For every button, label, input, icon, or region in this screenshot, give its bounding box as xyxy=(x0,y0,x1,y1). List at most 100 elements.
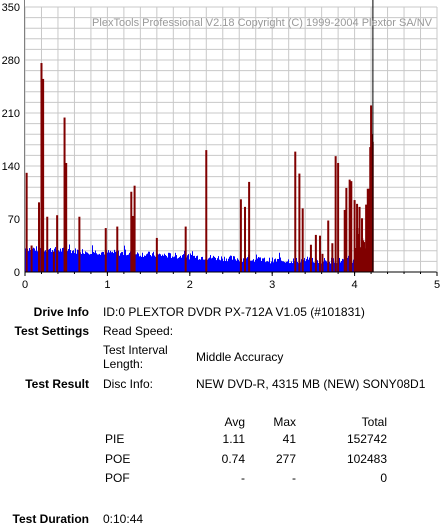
pie-bar xyxy=(96,253,97,272)
col-avg-header: Avg xyxy=(224,415,245,429)
pie-bar xyxy=(254,261,255,272)
poe-spike xyxy=(298,173,301,272)
pie-bar xyxy=(62,248,63,272)
pie-bar xyxy=(312,257,313,272)
pie-bar xyxy=(347,257,348,272)
pie-bar xyxy=(95,250,96,272)
pie-bar xyxy=(102,251,103,272)
test-duration-label: Test Duration xyxy=(12,512,89,526)
disc-info-value: NEW DVD-R, 4315 MB (NEW) SONY08D1 xyxy=(196,377,426,391)
pie-bar xyxy=(268,261,269,272)
pie-bar xyxy=(326,261,327,272)
pie-bar xyxy=(50,248,51,272)
pie-bar xyxy=(158,254,159,272)
pie-bar xyxy=(162,254,163,272)
pie-series xyxy=(25,244,373,272)
pie-bar xyxy=(353,259,354,272)
pie-bar xyxy=(202,256,203,272)
poe-spike xyxy=(314,234,317,272)
pie-bar xyxy=(236,260,237,272)
pie-bar xyxy=(333,258,334,272)
poe-spike xyxy=(371,240,374,272)
pie-bar xyxy=(279,252,280,272)
pie-bar xyxy=(109,252,110,272)
pie-bar xyxy=(110,250,111,272)
poe-spike xyxy=(327,220,330,272)
pie-bar xyxy=(104,254,105,272)
test-duration-value: 0:10:44 xyxy=(103,512,144,526)
poe-spike xyxy=(133,185,136,272)
pie-bar xyxy=(55,247,56,272)
pie-bar xyxy=(60,248,61,272)
pie-bar xyxy=(288,259,289,272)
pie-bar xyxy=(144,255,145,272)
poe-spike xyxy=(309,244,312,272)
pie-bar xyxy=(189,259,190,272)
pie-bar xyxy=(210,255,211,272)
pie-bar xyxy=(128,254,129,272)
pie-bar xyxy=(77,249,78,272)
pie-bar xyxy=(98,254,99,272)
pie-bar xyxy=(297,262,298,272)
pie-bar xyxy=(30,249,31,272)
pie-bar xyxy=(284,262,285,272)
pie-bar xyxy=(305,261,306,272)
pie-bar xyxy=(283,261,284,272)
x-tick-label: 3 xyxy=(269,279,275,291)
pie-bar xyxy=(256,254,257,272)
pie-bar xyxy=(308,259,309,272)
pie-bar xyxy=(342,258,343,272)
pie-bar xyxy=(115,251,116,272)
col-total-header: Total xyxy=(361,415,387,429)
pie-bar xyxy=(203,259,204,272)
pie-bar xyxy=(36,246,37,272)
pie-bar xyxy=(271,261,272,272)
pie-bar xyxy=(219,259,220,272)
pie-bar xyxy=(220,260,221,272)
pie-bar xyxy=(212,257,213,272)
pie-bar xyxy=(237,258,238,272)
x-tick-label: 1 xyxy=(104,279,110,291)
pie-bar xyxy=(281,260,282,272)
pie-bar xyxy=(86,252,87,272)
pie-bar xyxy=(218,256,219,272)
pie-bar xyxy=(192,251,193,272)
poe-spike xyxy=(248,181,251,272)
pie-bar xyxy=(51,251,52,272)
pie-bar xyxy=(267,261,268,272)
pie-bar xyxy=(197,255,198,272)
pie-bar xyxy=(214,256,215,272)
pie-bar xyxy=(67,251,68,272)
pie-bar xyxy=(97,254,98,272)
x-tick-label: 0 xyxy=(22,279,28,291)
pie-bar xyxy=(193,255,194,272)
poe-spike xyxy=(345,187,348,272)
pie-bar xyxy=(239,261,240,272)
poe-spike xyxy=(184,226,187,272)
pie-bar xyxy=(275,258,276,272)
y-tick-label: 350 xyxy=(2,2,20,14)
poe-spike xyxy=(42,78,45,272)
pie-bar xyxy=(176,255,177,272)
pie-bar xyxy=(188,254,189,272)
pie-bar xyxy=(262,258,263,272)
pie-bar xyxy=(89,254,90,272)
pie-bar xyxy=(225,261,226,272)
x-tick-label: 4 xyxy=(352,279,358,291)
pie-bar xyxy=(75,248,76,272)
pie-bar xyxy=(88,253,89,272)
pie-bar xyxy=(147,253,148,272)
pie-bar xyxy=(141,256,142,272)
pie-bar xyxy=(292,263,293,272)
pie-bar xyxy=(155,256,156,272)
chart-frame xyxy=(24,0,438,273)
pie-bar xyxy=(266,261,267,272)
pie-bar xyxy=(257,258,258,272)
pie-bar xyxy=(90,254,91,272)
pie-bar xyxy=(25,248,26,272)
pie-bar xyxy=(69,244,70,272)
pie-bar xyxy=(148,251,149,272)
pie-bar xyxy=(191,254,192,272)
pie-bar xyxy=(81,254,82,272)
pie-bar xyxy=(194,255,195,272)
